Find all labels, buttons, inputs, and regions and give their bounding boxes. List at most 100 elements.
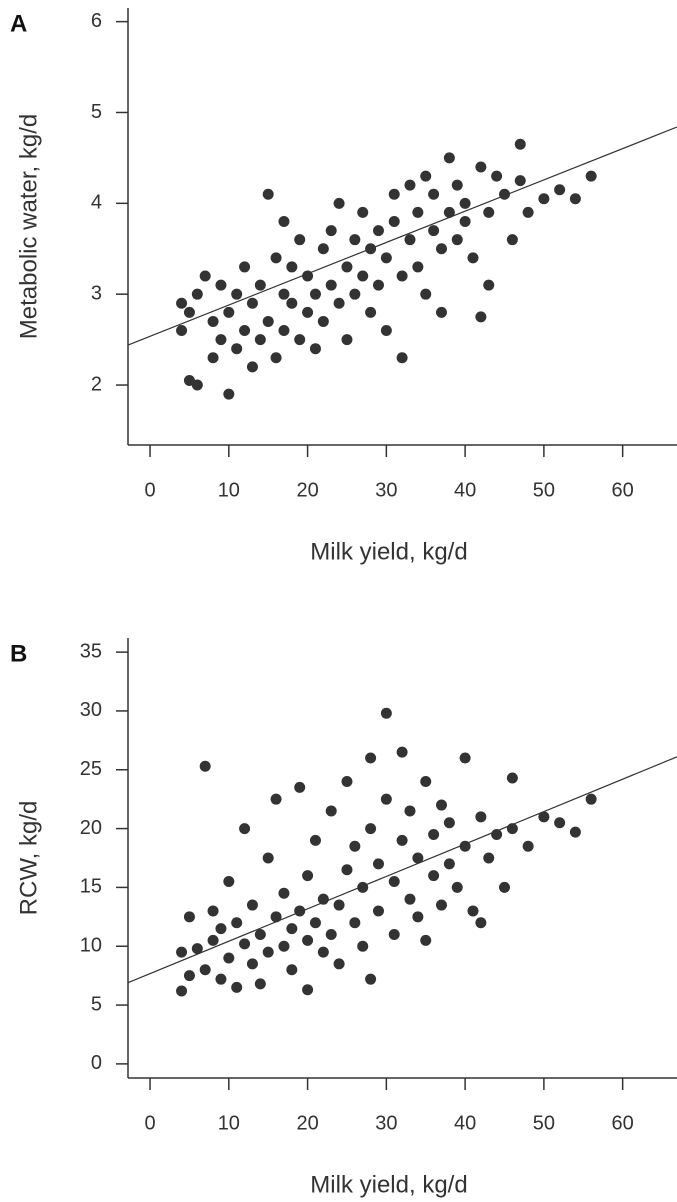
x-tick-label: 60: [612, 1112, 634, 1134]
scatter-point: [372, 279, 384, 291]
scatter-point: [396, 270, 408, 282]
scatter-point: [223, 952, 235, 964]
scatter-point: [262, 188, 274, 200]
scatter-point: [207, 934, 219, 946]
trend-line: [127, 126, 677, 346]
scatter-point: [191, 288, 203, 300]
scatter-point: [357, 270, 369, 282]
scatter-point: [412, 206, 424, 218]
scatter-point: [506, 772, 518, 784]
scatter-point: [286, 297, 298, 309]
scatter-point: [254, 279, 266, 291]
scatter-point: [380, 707, 392, 719]
scatter-point: [191, 943, 203, 955]
scatter-point: [215, 334, 227, 346]
scatter-point: [254, 978, 266, 990]
scatter-point: [459, 216, 471, 228]
scatter-point: [443, 858, 455, 870]
scatter-point: [246, 899, 258, 911]
x-tick-label: 30: [375, 479, 397, 501]
scatter-point: [396, 834, 408, 846]
scatter-point: [365, 752, 377, 764]
scatter-point: [420, 170, 432, 182]
scatter-point: [396, 352, 408, 364]
x-tick-label: 0: [144, 479, 155, 501]
scatter-point: [428, 225, 440, 237]
scatter-point: [365, 823, 377, 835]
scatter-point: [302, 306, 314, 318]
scatter-point: [569, 193, 581, 205]
scatter-point: [278, 288, 290, 300]
scatter-point: [294, 234, 306, 246]
scatter-point: [191, 379, 203, 391]
scatter-point: [176, 946, 188, 958]
x-tick-label: 20: [296, 479, 318, 501]
y-tick-label: 15: [80, 876, 102, 898]
scatter-point: [333, 899, 345, 911]
scatter-point: [317, 243, 329, 255]
scatter-point: [365, 306, 377, 318]
scatter-point: [286, 923, 298, 935]
scatter-point: [231, 917, 243, 929]
scatter-point: [341, 334, 353, 346]
scatter-point: [404, 805, 416, 817]
x-tick-label: 50: [533, 1112, 555, 1134]
scatter-point: [443, 206, 455, 218]
scatter-point: [239, 938, 251, 950]
scatter-point: [380, 325, 392, 337]
scatter-point: [183, 306, 195, 318]
scatter-point: [207, 352, 219, 364]
scatter-point: [207, 315, 219, 327]
scatter-point: [231, 288, 243, 300]
scatter-point: [183, 911, 195, 923]
scatter-point: [585, 793, 597, 805]
scatter-point: [286, 964, 298, 976]
scatter-point: [254, 928, 266, 940]
scatter-point: [302, 984, 314, 996]
scatter-point: [349, 288, 361, 300]
scatter-point: [451, 881, 463, 893]
x-tick-label: 40: [454, 479, 476, 501]
scatter-point: [278, 216, 290, 228]
y-tick-label: 25: [80, 758, 102, 780]
scatter-point: [246, 958, 258, 970]
scatter-point: [428, 828, 440, 840]
scatter-point: [309, 917, 321, 929]
scatter-point: [317, 893, 329, 905]
y-tick-label: 5: [91, 993, 102, 1015]
scatter-point: [341, 776, 353, 788]
scatter-point: [309, 343, 321, 355]
scatter-point: [199, 760, 211, 772]
scatter-point: [357, 206, 369, 218]
scatter-point: [372, 858, 384, 870]
scatter-point: [475, 917, 487, 929]
scatter-point: [435, 799, 447, 811]
scatter-point: [254, 334, 266, 346]
scatter-point: [223, 388, 235, 400]
scatter-point: [231, 343, 243, 355]
scatter-point: [475, 811, 487, 823]
scatter-point: [435, 243, 447, 255]
scatter-point: [404, 893, 416, 905]
scatter-point: [246, 361, 258, 373]
x-tick-label: 40: [454, 1112, 476, 1134]
scatter-point: [325, 928, 337, 940]
scatter-point: [522, 840, 534, 852]
scatter-point: [420, 288, 432, 300]
scatter-point: [223, 876, 235, 888]
scatter-point: [317, 315, 329, 327]
x-tick-label: 50: [533, 479, 555, 501]
scatter-point: [491, 170, 503, 182]
trend-line: [127, 756, 677, 984]
scatter-point: [215, 279, 227, 291]
scatter-point: [294, 334, 306, 346]
scatter-point: [443, 152, 455, 164]
scatter-point: [270, 793, 282, 805]
scatter-point: [341, 864, 353, 876]
scatter-point: [506, 234, 518, 246]
scatter-point: [412, 911, 424, 923]
scatter-point: [270, 352, 282, 364]
scatter-point: [183, 970, 195, 982]
scatter-point: [349, 234, 361, 246]
